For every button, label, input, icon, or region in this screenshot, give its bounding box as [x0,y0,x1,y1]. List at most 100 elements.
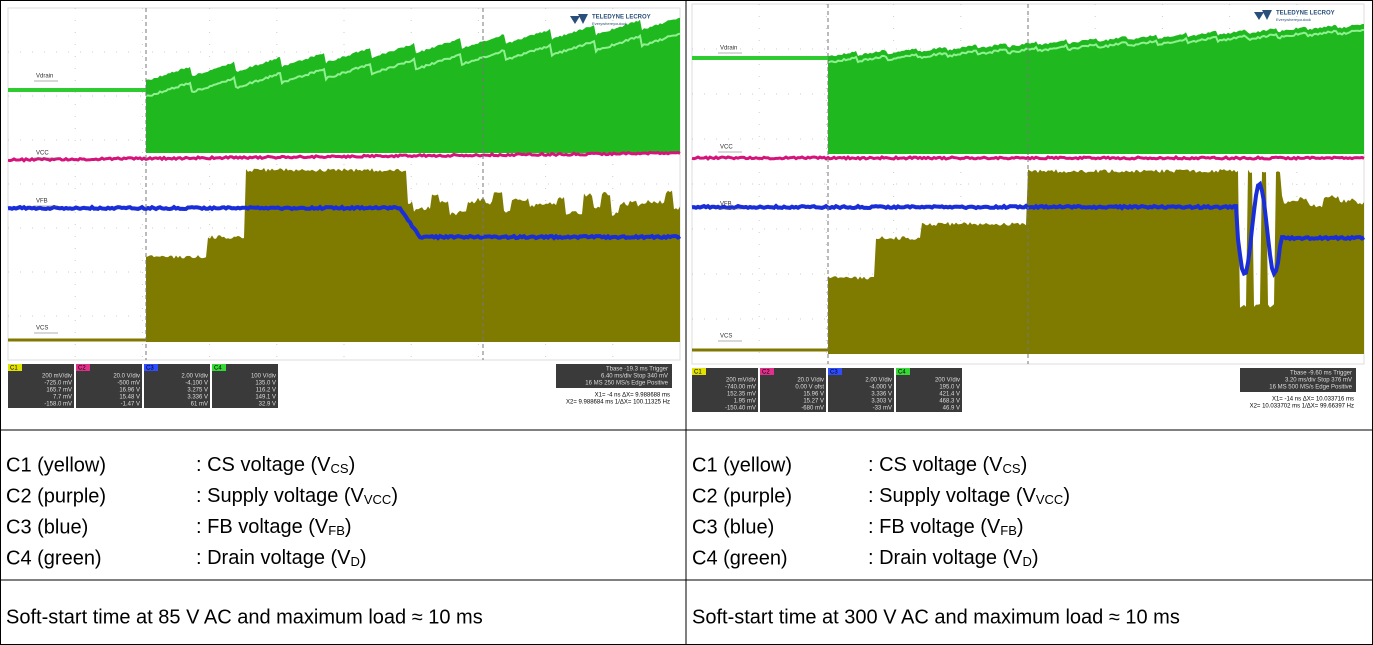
channel-reading: 152.35 mV [727,392,756,398]
trace-label: VCS [720,334,732,340]
channel-name: C3 [830,370,838,376]
channel-reading: 1.95 mV [734,399,756,405]
description-text: : CS voltage (V [196,454,331,476]
channel-name: C4 [214,366,222,372]
description-close: ) [1063,485,1070,507]
channel-reading: 7.7 mV [53,395,72,401]
channel-reading: -158.0 mV [44,402,72,408]
trace-label: Vdrain [36,74,53,80]
description-text: : Drain voltage (V [868,547,1023,569]
channel-description: : FB voltage (VFB) [196,516,352,538]
logo-tagline: Everywhereyoulook [592,21,627,26]
channel-reading: -150.40 mV [725,406,756,412]
timebase-reading: X1= -14 ns ΔX= 10.033716 ms [1272,397,1354,403]
channel-label: C4 (green) [692,547,788,569]
channel-reading: 46.9 V [943,406,960,412]
timebase-reading: X2= 9.988684 ms 1/ΔX= 100.11325 Hz [566,400,670,406]
channel-reading: 200 V/div [935,378,960,384]
trace-label: Vdrain [720,46,737,52]
channel-reading: 3.336 V [871,392,892,398]
channel-name: C1 [10,366,18,372]
channel-reading: -725.0 mV [44,381,72,387]
channel-reading: 3.275 V [187,388,208,394]
timebase-reading: X2= 10.033702 ms 1/ΔX= 99.66397 Hz [1250,404,1354,410]
subscript: D [351,554,360,569]
description-text: : FB voltage (V [868,516,1001,538]
channel-reading: 135.0 V [255,381,276,387]
channel-reading: 100 V/div [251,374,276,380]
channel-reading: 32.9 V [259,402,276,408]
channel-reading: 16.96 V [119,388,140,394]
document: VdrainVCCVFBVCSTELEDYNE LECROYEverywhere… [0,0,1373,645]
description-close: ) [345,516,352,538]
subscript: VCC [364,492,391,507]
channel-description: : FB voltage (VFB) [868,516,1024,538]
trace-label: VCC [720,145,733,151]
channel-reading: -4.100 V [185,381,208,387]
channel-reading: 200 mV/div [42,374,72,380]
channel-reading: 15.48 V [119,395,140,401]
channel-label: C2 (purple) [6,485,106,507]
channel-reading: 2.00 V/div [181,374,208,380]
description-text: : Supply voltage (V [196,485,365,507]
channel-name: C1 [694,370,702,376]
channel-description: : Supply voltage (VVCC) [196,485,398,507]
channel-reading: 421.4 V [939,392,960,398]
channel-reading: 0.00 V ofst [795,385,824,391]
channel-description: : Supply voltage (VVCC) [868,485,1070,507]
timebase-reading: X1= -4 ns ΔX= 9.988688 ms [595,393,670,399]
channel-reading: 20.0 V/div [113,374,140,380]
channel-label: C2 (purple) [692,485,792,507]
trace-label: VCC [36,151,49,157]
channel-label: C4 (green) [6,547,102,569]
description-text: : Drain voltage (V [196,547,351,569]
channel-reading: -4.000 V [869,385,892,391]
timebase-reading: Tbase -9.60 ms Trigger [1290,371,1352,377]
trace-label: VFB [36,199,48,205]
timebase-reading: 16 MS 500 MS/s Edge Positive [1269,385,1352,391]
channel-name: C4 [898,370,906,376]
subscript: FB [1000,523,1017,538]
subscript: D [1023,554,1032,569]
description-close: ) [391,485,398,507]
channel-name: C3 [146,366,154,372]
trace-label: VCS [36,326,48,332]
logo: TELEDYNE LECROY [592,15,651,21]
page: {"panels": [ {"scope": {"logo": "TELEDYN… [0,0,1373,645]
description-text: : Supply voltage (V [868,485,1037,507]
channel-name: C2 [78,366,86,372]
logo: TELEDYNE LECROY [1276,11,1335,17]
channel-label: C3 (blue) [6,516,88,538]
channel-reading: 468.3 V [939,399,960,405]
timebase-reading: 16 MS 250 MS/s Edge Positive [585,381,668,387]
channel-name: C2 [762,370,770,376]
channel-description: : Drain voltage (VD) [868,547,1039,569]
channel-reading: -740.00 mV [725,385,756,391]
channel-description: : Drain voltage (VD) [196,547,367,569]
channel-reading: 200 mV/div [726,378,756,384]
channel-reading: 15.96 V [803,392,824,398]
caption: Soft-start time at 85 V AC and maximum l… [6,606,483,628]
subscript: FB [328,523,345,538]
channel-reading: 2.00 V/div [865,378,892,384]
channel-reading: 61 mV [191,402,208,408]
oscilloscope-capture: Vdrain VCC VFB VCS TELEDYNE LECROYEverywhere… [8,8,680,412]
description-close: ) [1017,516,1024,538]
trace-label: VFB [720,202,732,208]
description-text: : CS voltage (V [868,454,1003,476]
channel-reading: -500 mV [117,381,140,387]
channel-reading: 165.7 mV [46,388,72,394]
caption: Soft-start time at 300 V AC and maximum … [692,606,1180,628]
channel-reading: 3.303 V [871,399,892,405]
channel-reading: 195.0 V [939,385,960,391]
timebase-reading: 3.20 ms/div Stop 376 mV [1285,378,1352,384]
channel-reading: 116.2 V [256,388,276,394]
oscilloscope-capture: Vdrain VCC VFB VCS TELEDYNE LECROYEverywhere… [692,4,1364,416]
channel-reading: 15.27 V [803,399,824,405]
channel-label: C3 (blue) [692,516,774,538]
description-close: ) [360,547,367,569]
description-close: ) [1032,547,1039,569]
channel-reading: -33 mV [873,406,892,412]
logo-tagline: Everywhereyoulook [1276,17,1311,22]
description-close: ) [349,454,356,476]
